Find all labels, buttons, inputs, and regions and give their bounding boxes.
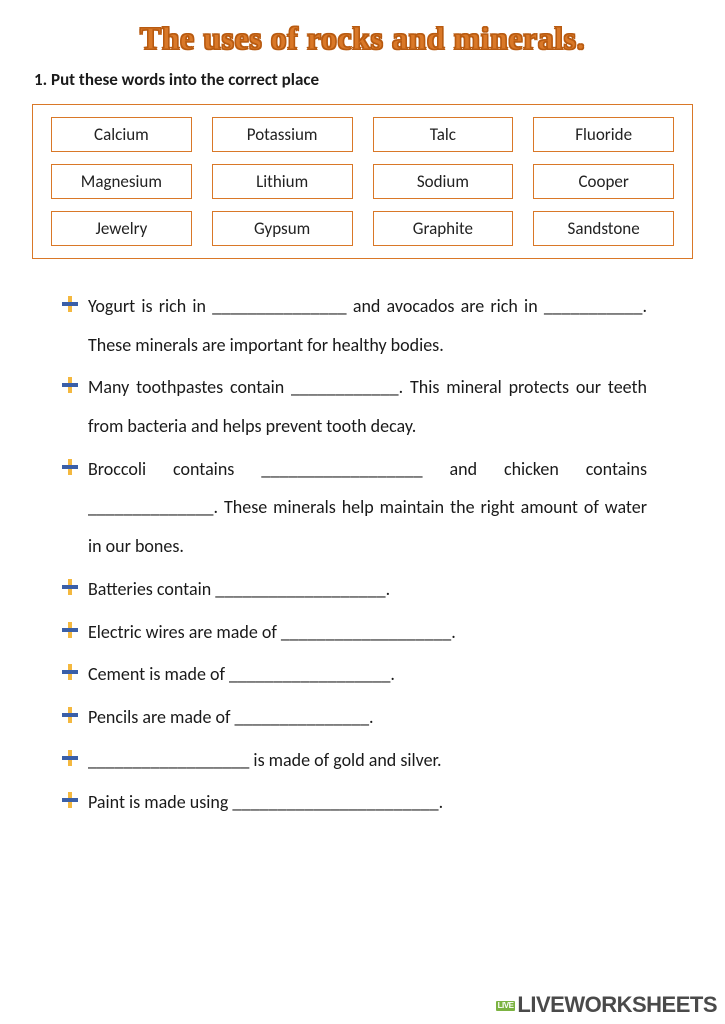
word-box[interactable]: Calcium	[51, 117, 192, 152]
sentence-text: Many toothpastes contain ____________. T…	[88, 376, 647, 437]
word-box[interactable]: Sodium	[373, 164, 514, 199]
instruction-line: 1. Put these words into the correct plac…	[34, 69, 697, 90]
sentence-item[interactable]: Many toothpastes contain ____________. T…	[88, 368, 647, 445]
sentence-item[interactable]: __________________ is made of gold and s…	[88, 741, 647, 780]
bullet-icon	[62, 750, 78, 766]
sentence-item[interactable]: Batteries contain ___________________.	[88, 570, 647, 609]
bullet-icon	[62, 664, 78, 680]
sentence-text: __________________ is made of gold and s…	[88, 749, 442, 771]
sentence-item[interactable]: Electric wires are made of _____________…	[88, 613, 647, 652]
word-box[interactable]: Gypsum	[212, 211, 353, 246]
sentence-text: Batteries contain ___________________.	[88, 578, 390, 600]
word-box[interactable]: Lithium	[212, 164, 353, 199]
word-box[interactable]: Sandstone	[533, 211, 674, 246]
bullet-icon	[62, 579, 78, 595]
bullet-icon	[62, 792, 78, 808]
footer-brand: LIVEWORKSHEETS	[517, 992, 717, 1017]
word-bank: Calcium Potassium Talc Fluoride Magnesiu…	[32, 104, 693, 259]
bullet-icon	[62, 459, 78, 475]
bullet-icon	[62, 296, 78, 312]
sentence-item[interactable]: Yogurt is rich in _______________ and av…	[88, 287, 647, 364]
word-box[interactable]: Magnesium	[51, 164, 192, 199]
word-box[interactable]: Cooper	[533, 164, 674, 199]
page-title: The uses of rocks and minerals.	[28, 20, 697, 57]
worksheet-page: The uses of rocks and minerals. 1. Put t…	[0, 0, 725, 1024]
word-box[interactable]: Fluoride	[533, 117, 674, 152]
bullet-icon	[62, 377, 78, 393]
sentence-text: Broccoli contains __________________ and…	[88, 458, 647, 557]
footer-logo: LIVELIVEWORKSHEETS	[496, 992, 717, 1018]
word-box[interactable]: Graphite	[373, 211, 514, 246]
instruction-text: Put these words into the correct place	[51, 69, 319, 90]
sentences-list: Yogurt is rich in _______________ and av…	[28, 287, 697, 822]
word-box[interactable]: Potassium	[212, 117, 353, 152]
bullet-icon	[62, 707, 78, 723]
bullet-icon	[62, 622, 78, 638]
sentence-text: Pencils are made of _______________.	[88, 706, 374, 728]
sentence-text: Paint is made using ____________________…	[88, 791, 443, 813]
sentence-text: Cement is made of __________________.	[88, 663, 395, 685]
sentence-text: Electric wires are made of _____________…	[88, 621, 456, 643]
word-box[interactable]: Talc	[373, 117, 514, 152]
sentence-item[interactable]: Pencils are made of _______________.	[88, 698, 647, 737]
sentence-item[interactable]: Paint is made using ____________________…	[88, 783, 647, 822]
live-badge-icon: LIVE	[496, 1001, 516, 1011]
sentence-item[interactable]: Cement is made of __________________.	[88, 655, 647, 694]
instruction-number: 1.	[34, 69, 47, 90]
sentence-text: Yogurt is rich in _______________ and av…	[88, 295, 647, 356]
sentence-item[interactable]: Broccoli contains __________________ and…	[88, 450, 647, 566]
word-box[interactable]: Jewelry	[51, 211, 192, 246]
